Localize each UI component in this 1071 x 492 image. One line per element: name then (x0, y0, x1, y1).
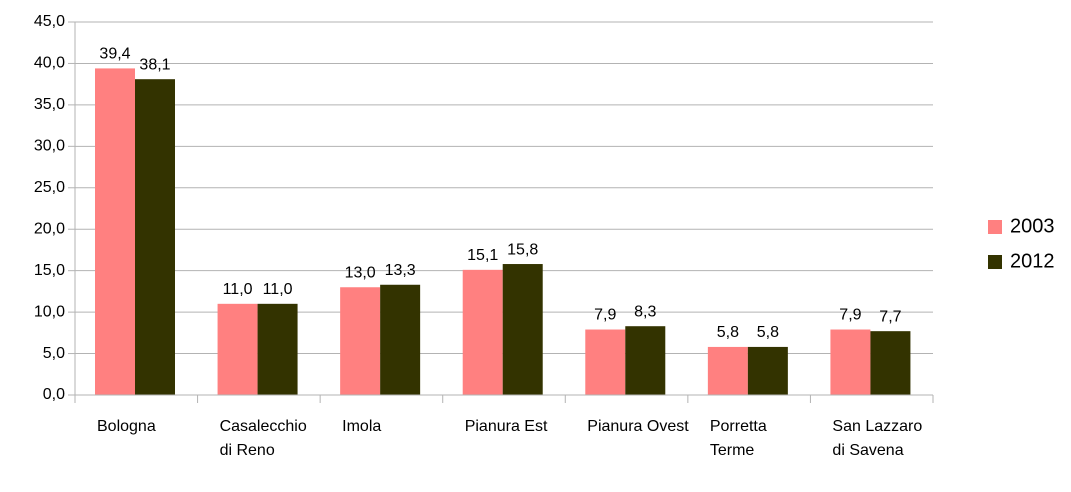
bar (380, 284, 421, 395)
value-label: 11,0 (263, 281, 293, 298)
y-tick-label: 25,0 (34, 179, 65, 196)
y-tick-label: 0,0 (43, 386, 65, 403)
bar (462, 269, 503, 395)
legend-swatch (988, 255, 1002, 269)
y-tick-label: 15,0 (34, 262, 65, 279)
bar (217, 303, 258, 395)
x-tick-label: Casalecchio di Reno (219, 418, 307, 459)
bar (340, 287, 381, 395)
value-label: 5,8 (717, 324, 739, 341)
x-tick-label: Pianura Ovest (587, 418, 689, 435)
x-tick-label: Pianura Est (464, 418, 548, 435)
bar (585, 329, 626, 395)
x-tick-label: San Lazzaro di Savena (832, 418, 923, 459)
y-tick-label: 45,0 (34, 13, 65, 30)
bar (830, 329, 871, 395)
value-label: 15,1 (467, 247, 498, 264)
bar (625, 326, 666, 395)
value-label: 15,8 (507, 241, 538, 258)
y-tick-label: 40,0 (34, 55, 65, 72)
value-label: 38,1 (139, 56, 170, 73)
x-tick-label: Bologna (97, 418, 156, 435)
bar (707, 346, 748, 395)
y-tick-label: 5,0 (43, 345, 65, 362)
y-tick-label: 20,0 (34, 220, 65, 237)
legend-swatch (988, 220, 1002, 234)
value-label: 5,8 (757, 324, 779, 341)
value-label: 8,3 (634, 303, 656, 320)
value-label: 7,9 (839, 307, 861, 324)
y-tick-label: 30,0 (34, 138, 65, 155)
value-label: 13,3 (385, 262, 416, 279)
value-label: 7,7 (879, 308, 901, 325)
bar (870, 331, 911, 395)
legend-label: 2012 (1010, 250, 1055, 272)
bar (747, 346, 788, 395)
value-label: 7,9 (594, 307, 616, 324)
x-tick-label: Porretta Terme (709, 418, 767, 459)
bar (95, 68, 135, 395)
value-label: 39,4 (99, 46, 130, 63)
bar (135, 79, 175, 396)
y-tick-label: 10,0 (34, 303, 65, 320)
value-label: 13,0 (345, 264, 376, 281)
bar (257, 303, 298, 395)
legend-label: 2003 (1010, 215, 1055, 237)
x-tick-label: Imola (342, 418, 382, 435)
y-tick-label: 35,0 (34, 96, 65, 113)
value-label: 11,0 (223, 281, 253, 298)
bar (502, 264, 543, 395)
